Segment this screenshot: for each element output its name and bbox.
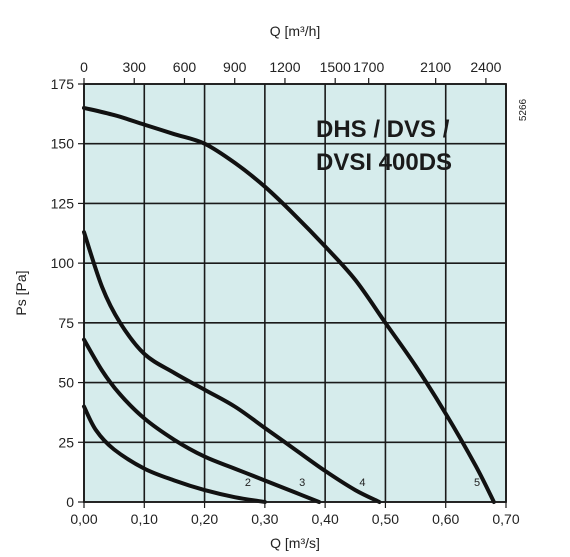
annotation-line-2: DVSI 400DS bbox=[316, 149, 452, 176]
plot-background bbox=[84, 84, 506, 502]
curve-label-3: 3 bbox=[299, 477, 305, 489]
plot-frame bbox=[83, 83, 507, 503]
x2-tick-label: 900 bbox=[223, 59, 247, 75]
curve-label-4: 4 bbox=[359, 477, 365, 489]
y-tick-label: 150 bbox=[51, 136, 75, 152]
curves bbox=[82, 105, 496, 504]
x2-axis-title: Q [m³/h] bbox=[270, 23, 321, 39]
y-tick-label: 25 bbox=[58, 434, 74, 450]
x-tick-label: 0,40 bbox=[312, 511, 339, 527]
x-axis-title: Q [m³/s] bbox=[270, 535, 320, 551]
y-axis-title: Ps [Pa] bbox=[13, 270, 29, 315]
ticks: 0,00 0,10 0,20 0,30 0,40 0,50 0,60 0,7002550751… bbox=[51, 59, 520, 527]
x2-tick-label: 1200 bbox=[269, 59, 300, 75]
curve-label-2: 2 bbox=[245, 477, 251, 489]
y-tick-label: 125 bbox=[51, 195, 75, 211]
curve-3 bbox=[82, 337, 322, 504]
x2-tick-label: 1700 bbox=[353, 59, 384, 75]
y-tick-label: 100 bbox=[51, 255, 75, 271]
curve-5 bbox=[82, 105, 496, 504]
annotation-line-1: DHS / DVS / bbox=[316, 116, 450, 143]
drawing-code: 5266 bbox=[518, 98, 529, 121]
x-tick-label: 0,30 bbox=[251, 511, 278, 527]
curve-labels: 2 3 4 5 bbox=[245, 477, 480, 489]
x-tick-label: 0,10 bbox=[131, 511, 158, 527]
y-tick-label: 0 bbox=[66, 494, 74, 510]
curve-label-5: 5 bbox=[474, 477, 480, 489]
y-tick-label: 50 bbox=[58, 375, 74, 391]
grid bbox=[83, 83, 507, 503]
y-tick-label: 75 bbox=[58, 315, 74, 331]
y-tick-label: 175 bbox=[51, 76, 75, 92]
x2-tick-label: 600 bbox=[173, 59, 197, 75]
x-tick-label: 0,20 bbox=[191, 511, 218, 527]
x-tick-label: 0,70 bbox=[492, 511, 519, 527]
x2-tick-label: 0 bbox=[80, 59, 88, 75]
x2-tick-label: 300 bbox=[123, 59, 147, 75]
x-tick-label: 0,00 bbox=[70, 511, 97, 527]
x2-tick-label: 2400 bbox=[470, 59, 501, 75]
x-tick-label: 0,60 bbox=[432, 511, 459, 527]
curve-4 bbox=[82, 230, 382, 504]
curve-2 bbox=[82, 404, 267, 504]
x2-tick-label: 1500 bbox=[320, 59, 351, 75]
x2-tick-label: 2100 bbox=[420, 59, 451, 75]
x-tick-label: 0,50 bbox=[372, 511, 399, 527]
